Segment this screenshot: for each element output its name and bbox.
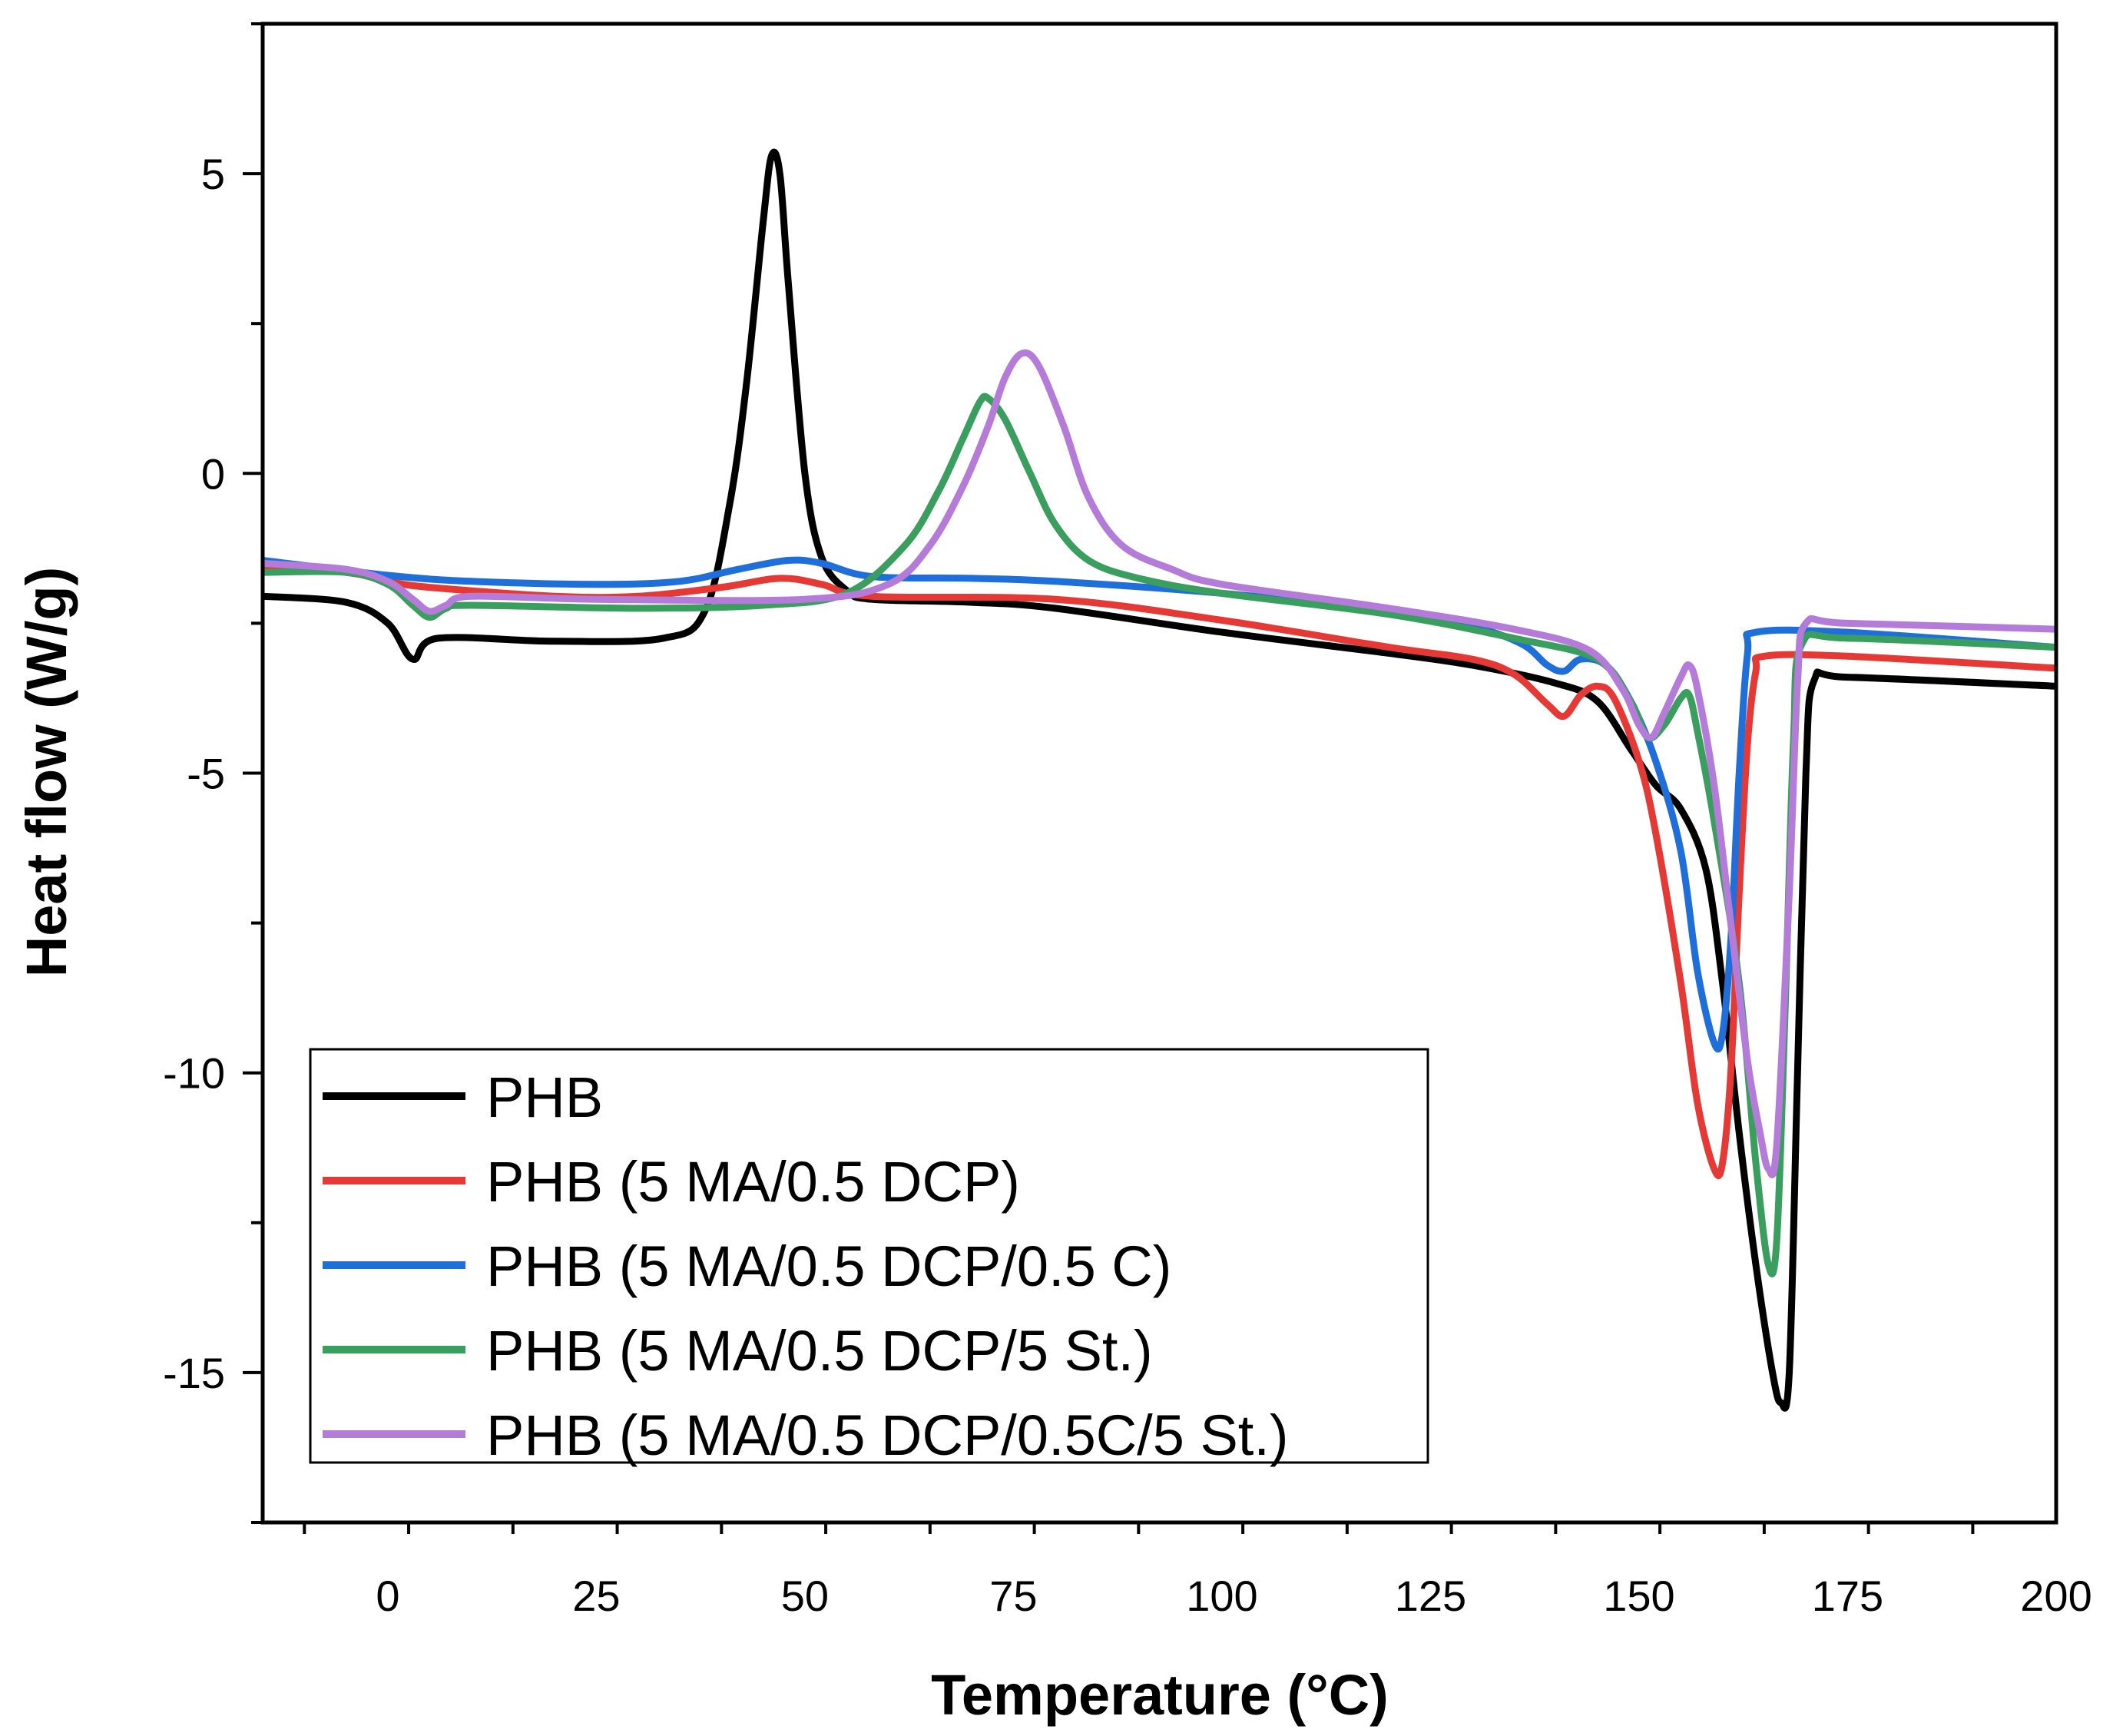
legend-label: PHB (5 MA/0.5 DCP) <box>486 1150 1020 1214</box>
x-tick-label: 0 <box>376 1572 399 1620</box>
legend-label: PHB (5 MA/0.5 DCP/5 St.) <box>486 1319 1153 1383</box>
x-tick-label: 75 <box>989 1572 1037 1620</box>
series-layer <box>264 148 2055 1412</box>
y-tick-label: -5 <box>187 750 225 798</box>
series-line-2 <box>264 562 2055 1179</box>
x-tick-label: 125 <box>1395 1572 1466 1620</box>
legend-label: PHB (5 MA/0.5 DCP/0.5C/5 St.) <box>486 1403 1289 1467</box>
legend: PHB PHB (5 MA/0.5 DCP) PHB (5 MA/0.5 DCP/0… <box>309 1048 1429 1467</box>
x-tick-label: 50 <box>781 1572 829 1620</box>
series-line-3 <box>264 556 2055 1053</box>
y-tick-label: -10 <box>163 1049 225 1098</box>
series-line-4 <box>264 393 2055 1277</box>
x-tick-label: 100 <box>1186 1572 1257 1620</box>
legend-label: PHB (5 MA/0.5 DCP/0.5 C) <box>486 1234 1171 1298</box>
y-tick-label: -15 <box>163 1349 225 1397</box>
y-tick-label: 0 <box>201 449 225 498</box>
legend-label: PHB <box>486 1065 603 1129</box>
y-tick-label: 5 <box>201 150 225 198</box>
x-tick-label: 200 <box>2020 1572 2091 1620</box>
legend-box <box>309 1048 1429 1464</box>
x-tick-label: 25 <box>572 1572 620 1620</box>
x-tick-label: 150 <box>1603 1572 1674 1620</box>
x-axis: 0 25 50 75 100 125 150 175 200 <box>303 1522 2092 1620</box>
x-tick-label: 175 <box>1812 1572 1883 1620</box>
series-line-5 <box>264 349 2055 1178</box>
y-axis-title: Heat flow (W/g) <box>15 567 78 977</box>
y-axis: 5 0 -5 -10 -15 <box>163 22 263 1524</box>
x-axis-title: Temperature (°C) <box>931 1663 1389 1727</box>
